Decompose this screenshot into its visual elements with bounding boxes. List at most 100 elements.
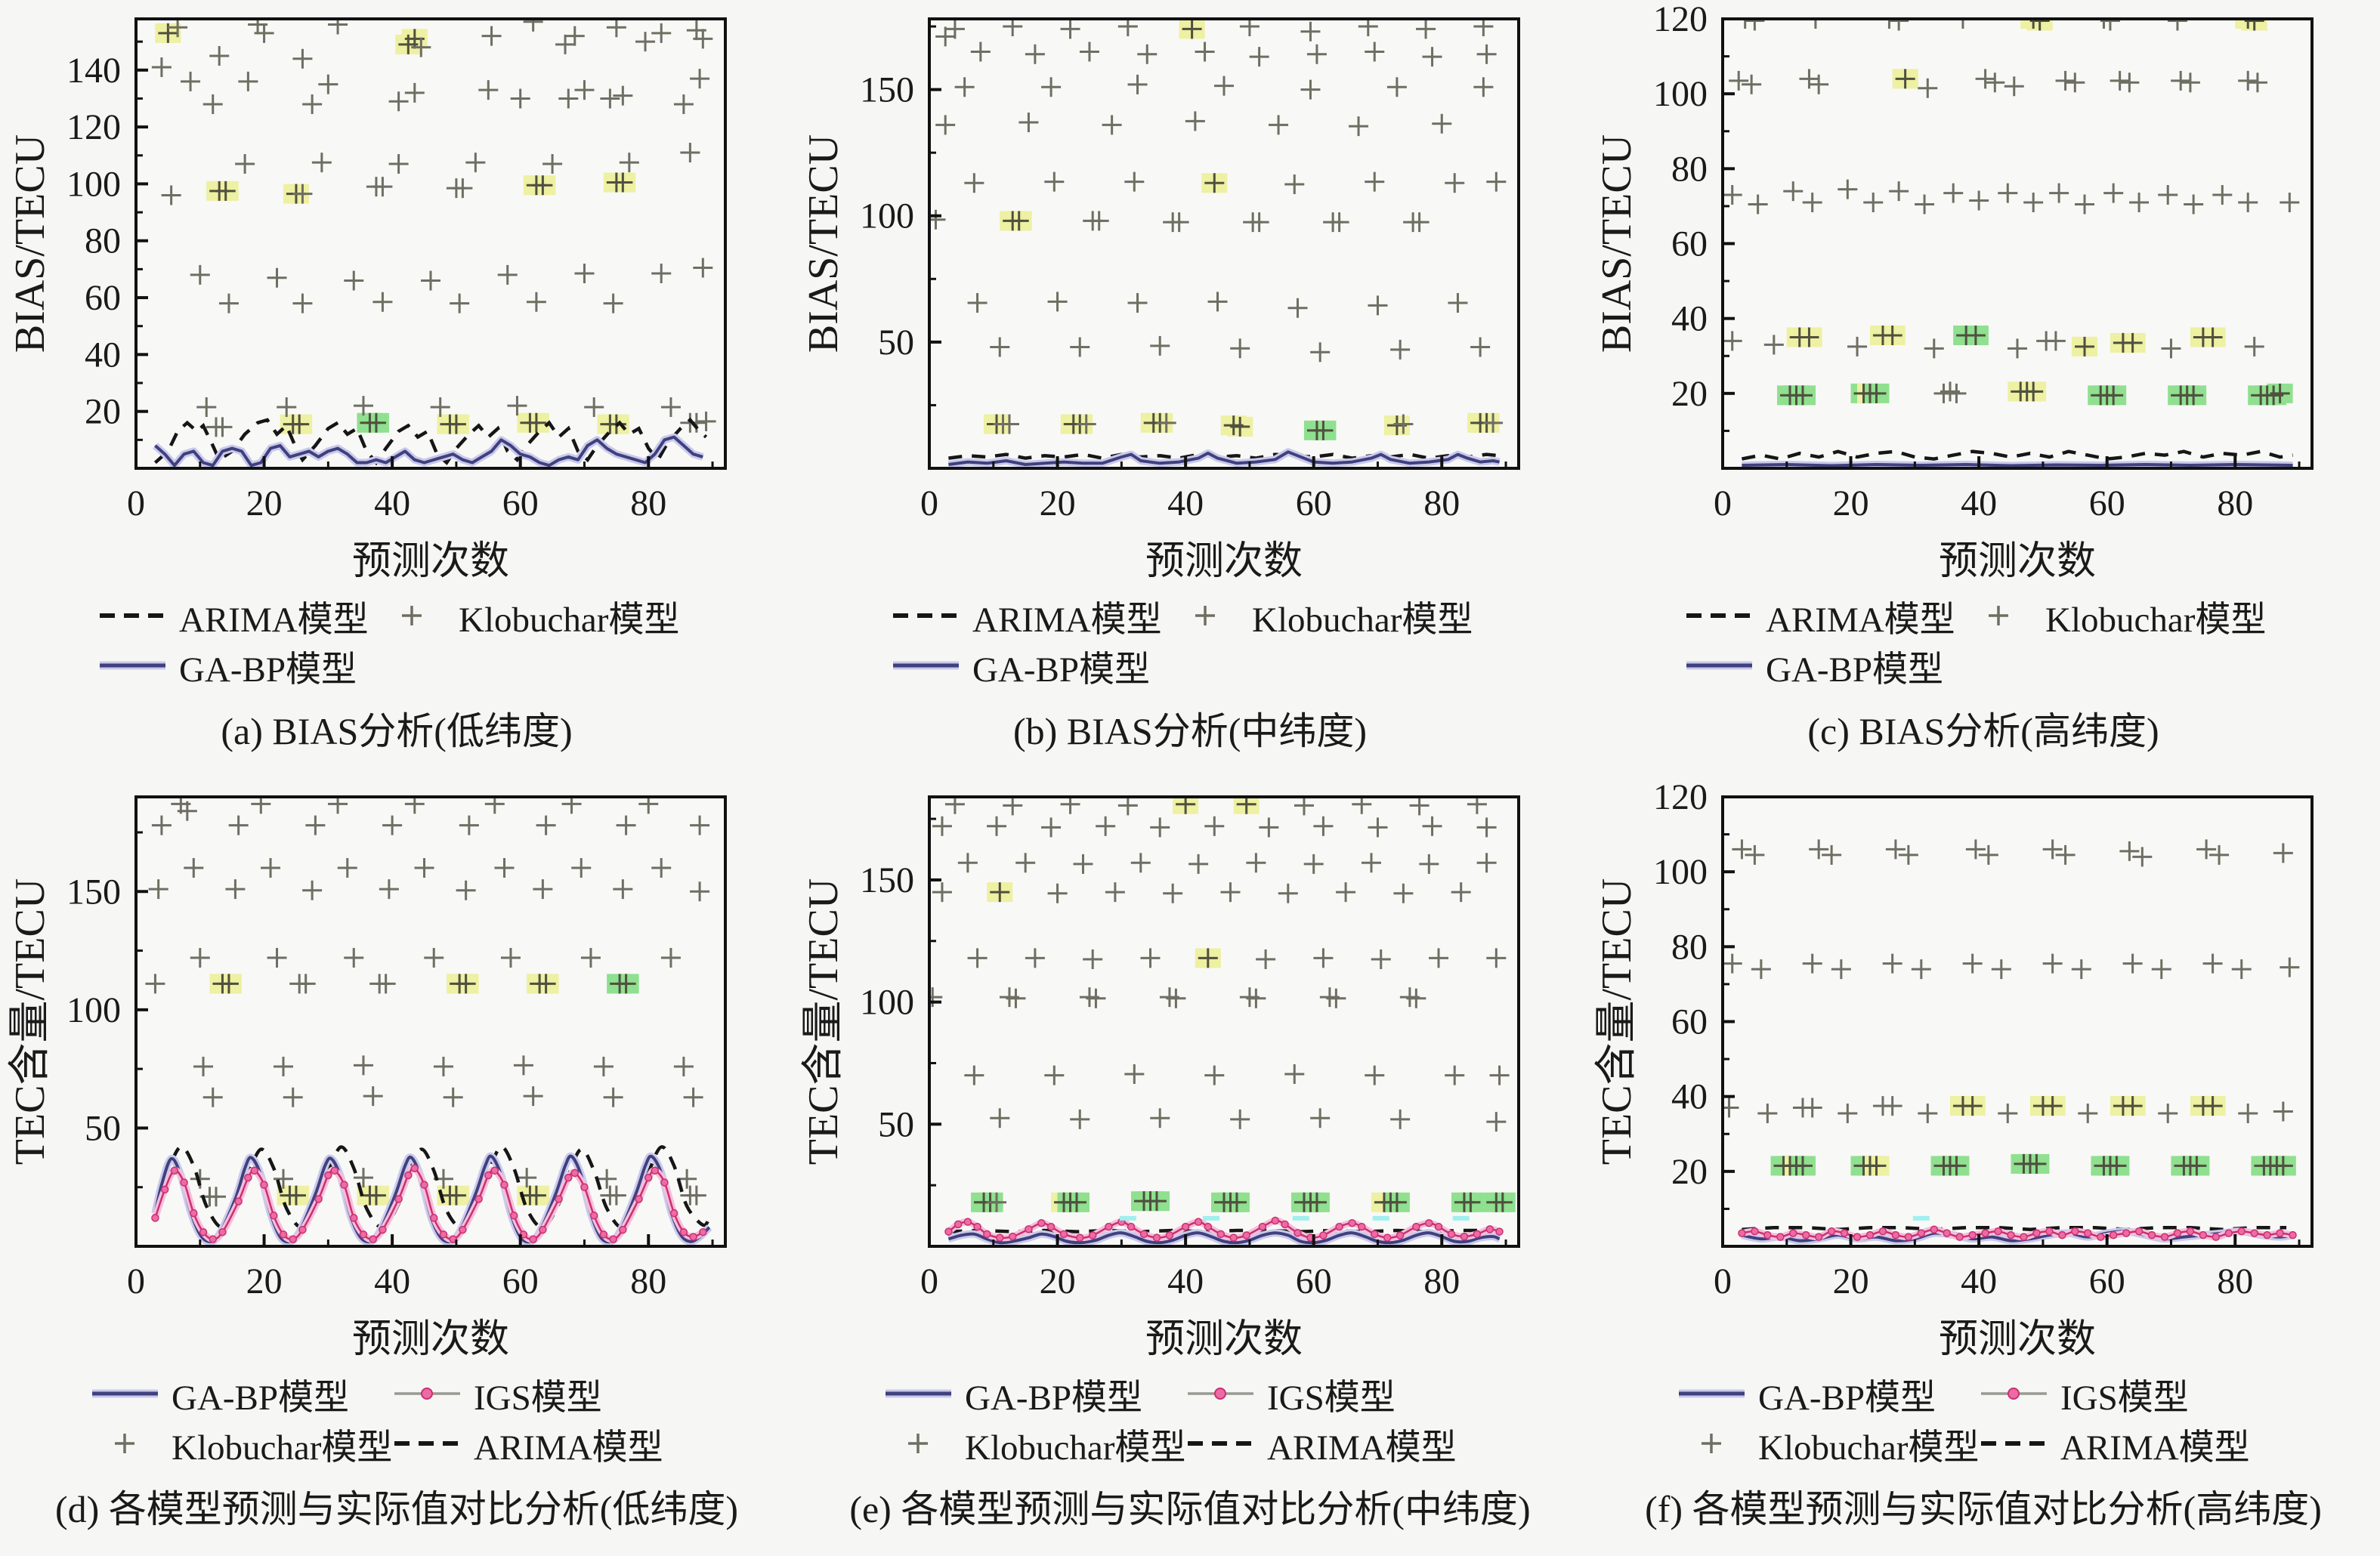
igs-circle-marker bbox=[529, 1235, 537, 1243]
plot-content-f bbox=[1723, 839, 2300, 1245]
klobuchar-plus-marker bbox=[954, 77, 975, 97]
igs-circle-marker bbox=[324, 1171, 332, 1180]
x-tick-label: 80 bbox=[1423, 1261, 1460, 1301]
legend-item-ARIMA模型: ARIMA模型 bbox=[1683, 591, 1963, 641]
klobuchar-plus-marker bbox=[277, 397, 297, 418]
klobuchar-plus-marker bbox=[526, 412, 546, 433]
legend-sample-plus-icon bbox=[908, 1434, 928, 1453]
igs-circle-marker bbox=[599, 1230, 608, 1239]
klobuchar-plus-marker bbox=[267, 947, 287, 968]
klobuchar-plus-marker bbox=[1723, 953, 1742, 974]
igs-circle-marker bbox=[644, 1173, 653, 1182]
legend-item-Klobuchar模型: Klobuchar模型 bbox=[1676, 1419, 1979, 1468]
legend-item-ARIMA模型: ARIMA模型 bbox=[1185, 1419, 1510, 1468]
x-tick-label: 60 bbox=[2089, 1261, 2125, 1301]
klobuchar-plus-marker bbox=[2280, 957, 2300, 977]
y-tick-label: 100 bbox=[1653, 74, 1708, 114]
igs-circle-marker bbox=[218, 1227, 227, 1236]
gabp-line-b bbox=[948, 450, 1500, 466]
klobuchar-plus-marker bbox=[2280, 192, 2300, 212]
klobuchar-plus-marker bbox=[1313, 420, 1334, 440]
klobuchar-plus-marker bbox=[1969, 190, 1989, 211]
klobuchar-plus-marker bbox=[2244, 336, 2264, 357]
klobuchar-plus-marker bbox=[683, 1087, 703, 1107]
legend-item-GA-BP模型: GA-BP模型 bbox=[882, 1369, 1185, 1419]
legend-item-Klobuchar模型: Klobuchar模型 bbox=[1170, 591, 1525, 641]
legend-label: Klobuchar模型 bbox=[965, 1428, 1186, 1468]
x-tick-label: 40 bbox=[374, 483, 410, 523]
y-axis-label-c: BIAS/TECU bbox=[1593, 134, 1640, 353]
klobuchar-plus-marker bbox=[2273, 1156, 2293, 1176]
igs-circle-marker bbox=[1751, 1227, 1759, 1236]
gabp-line-c bbox=[1742, 463, 2293, 468]
panel-f: 20 40 60 80 100 120 0 20 40 60 80 TEC含量/TECU 预测次数 GA… bbox=[1587, 778, 2380, 1556]
klobuchar-plus-marker bbox=[1866, 1156, 1887, 1176]
klobuchar-plus-marker bbox=[267, 267, 287, 288]
klobuchar-plus-marker bbox=[1096, 816, 1116, 836]
igs-circle-marker bbox=[1930, 1225, 1939, 1233]
klobuchar-plus-marker bbox=[1047, 292, 1068, 312]
klobuchar-plus-marker bbox=[1889, 181, 1909, 202]
igs-circle-marker bbox=[1763, 1230, 1772, 1240]
klobuchar-plus-marker bbox=[677, 1169, 697, 1189]
klobuchar-plus-marker bbox=[987, 1192, 1007, 1212]
klobuchar-plus-marker bbox=[1866, 383, 1887, 403]
klobuchar-plus-marker bbox=[1470, 337, 1491, 357]
x-tick-label: 20 bbox=[1833, 1261, 1869, 1301]
legend-sample-dashed-icon bbox=[100, 613, 165, 618]
igs-circle-marker bbox=[1037, 1219, 1046, 1227]
klobuchar-plus-marker bbox=[1924, 338, 1944, 359]
klobuchar-plus-marker bbox=[388, 91, 409, 112]
klobuchar-plus-marker bbox=[1083, 949, 1103, 970]
klobuchar-plus-marker bbox=[372, 292, 393, 312]
klobuchar-plus-marker bbox=[411, 37, 431, 57]
klobuchar-plus-marker bbox=[478, 80, 499, 100]
y-tick-label: 120 bbox=[1653, 0, 1708, 39]
klobuchar-plus-marker bbox=[1476, 853, 1497, 873]
igs-circle-marker bbox=[1025, 1225, 1033, 1233]
klobuchar-plus-marker bbox=[292, 184, 313, 204]
klobuchar-plus-marker bbox=[202, 1087, 223, 1107]
klobuchar-plus-marker bbox=[1025, 44, 1045, 64]
klobuchar-plus-marker bbox=[542, 154, 563, 174]
klobuchar-plus-marker bbox=[1882, 325, 1902, 345]
klobuchar-plus-marker bbox=[932, 816, 952, 836]
klobuchar-plus-marker bbox=[228, 815, 249, 835]
klobuchar-plus-marker bbox=[693, 29, 713, 49]
klobuchar-plus-marker bbox=[1486, 948, 1507, 968]
igs-circle-marker bbox=[1319, 1231, 1328, 1240]
legend-label: ARIMA模型 bbox=[972, 600, 1162, 640]
legend-item-GA-BP模型: GA-BP模型 bbox=[89, 1369, 391, 1419]
igs-circle-marker bbox=[2122, 1229, 2131, 1237]
klobuchar-plus-marker bbox=[1294, 797, 1314, 816]
klobuchar-plus-marker bbox=[1879, 19, 1899, 29]
klobuchar-plus-marker bbox=[635, 32, 656, 52]
klobuchar-plus-marker bbox=[450, 293, 470, 313]
legend-item-GA-BP模型: GA-BP模型 bbox=[97, 641, 376, 690]
klobuchar-plus-marker bbox=[353, 396, 373, 416]
klobuchar-plus-marker bbox=[606, 1185, 626, 1206]
klobuchar-plus-marker bbox=[970, 42, 991, 62]
igs-circle-marker bbox=[474, 1195, 483, 1203]
igs-circle-marker bbox=[350, 1214, 358, 1222]
klobuchar-plus-marker bbox=[1060, 19, 1080, 39]
klobuchar-plus-marker bbox=[1460, 1192, 1481, 1212]
klobuchar-plus-marker bbox=[1416, 19, 1436, 39]
klobuchar-plus-marker bbox=[1313, 816, 1334, 836]
igs-circle-marker bbox=[1789, 1229, 1797, 1237]
igs-circle-marker bbox=[190, 1209, 198, 1218]
legend-item-ARIMA模型: ARIMA模型 bbox=[391, 1419, 716, 1468]
klobuchar-plus-marker bbox=[574, 80, 595, 100]
igs-circle-marker bbox=[2045, 1227, 2054, 1236]
igs-circle-marker bbox=[404, 1171, 413, 1180]
igs-circle-marker bbox=[609, 1235, 617, 1243]
klobuchar-plus-marker bbox=[1751, 959, 1771, 980]
y-tick-label: 40 bbox=[85, 335, 121, 375]
klobuchar-plus-marker bbox=[446, 414, 466, 434]
igs-circle-marker bbox=[1348, 1219, 1356, 1227]
klobuchar-plus-marker bbox=[379, 879, 399, 900]
klobuchar-plus-marker bbox=[1943, 183, 1964, 203]
plot-content-b bbox=[929, 19, 1507, 468]
y-tick-label: 100 bbox=[66, 164, 121, 204]
klobuchar-plus-marker bbox=[1313, 948, 1334, 968]
